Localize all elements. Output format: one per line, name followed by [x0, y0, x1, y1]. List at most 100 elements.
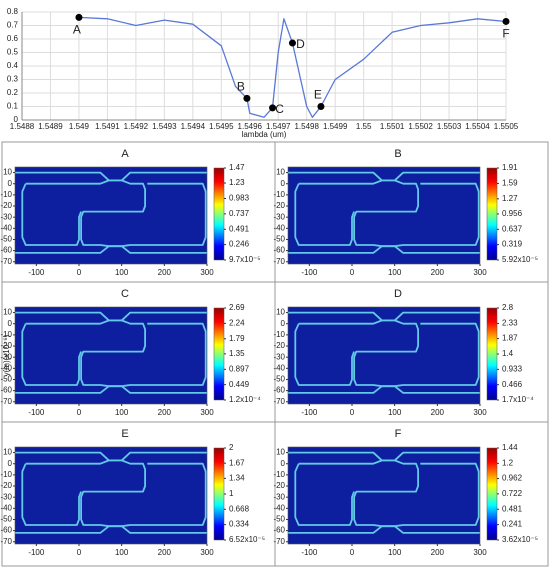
- colorbar: [486, 167, 498, 261]
- y-tick-label: 0: [14, 115, 19, 124]
- point-label: F: [502, 27, 509, 41]
- colorbar-label: 1: [229, 489, 234, 498]
- y-tick-label: -60: [273, 526, 285, 535]
- waveguide: [298, 459, 480, 528]
- colorbar-label: 0.481: [502, 504, 523, 513]
- panel-title: B: [394, 148, 401, 160]
- x-tick-label: 1.5499: [323, 122, 348, 131]
- colorbar-label: 1.2x10⁻⁴: [229, 395, 261, 404]
- y-tick-label: -60: [273, 246, 285, 255]
- x-tick-label: 1.5494: [181, 122, 206, 131]
- x-tick-label: -100: [301, 408, 318, 417]
- y-tick-label: 0.1: [7, 102, 19, 111]
- x-tick-label: 300: [200, 268, 214, 277]
- x-tick-label: 100: [115, 548, 129, 557]
- colorbar-label: 1.34: [229, 473, 245, 482]
- colorbar-label: 0.933: [502, 364, 523, 373]
- y-tick-label: -60: [273, 386, 285, 395]
- y-tick-label: 10: [3, 168, 12, 177]
- spectrum-line: [78, 16, 507, 118]
- waveguide: [294, 323, 355, 386]
- colorbar-label: 0.466: [502, 380, 523, 389]
- y-tick-label: -40: [0, 503, 12, 512]
- y-tick-label: -10: [273, 190, 285, 199]
- x-tick-label: 0: [77, 408, 82, 417]
- y-tick-label: -30: [0, 212, 12, 221]
- plot-frame: [14, 446, 208, 545]
- colorbar-label: 0.962: [502, 474, 523, 483]
- field-map: [15, 167, 207, 264]
- x-tick-label: 100: [115, 408, 129, 417]
- plot-frame: [14, 306, 208, 405]
- colorbar-label: 0.737: [229, 209, 250, 218]
- point-label: D: [296, 37, 305, 51]
- y-tick-label: -10: [0, 470, 12, 479]
- colorbar-label: 9.7x10⁻⁵: [229, 255, 261, 264]
- x-tick-label: -100: [28, 548, 45, 557]
- colorbar-label: 1.27: [502, 194, 518, 203]
- y-tick-label: 0.2: [7, 88, 19, 97]
- y-tick-label: -30: [0, 492, 12, 501]
- waveguide: [25, 179, 207, 248]
- colorbar-label: 3.62x10⁻⁵: [502, 535, 538, 544]
- y-tick-label: -50: [273, 235, 285, 244]
- point-marker: [317, 103, 325, 110]
- x-tick-label: 0: [77, 268, 82, 277]
- colorbar-label: 0.241: [502, 520, 523, 529]
- colorbar-label: 0.668: [229, 504, 250, 513]
- y-tick-label: -40: [0, 363, 12, 372]
- point-label: B: [237, 80, 245, 94]
- colorbar-label: 0.983: [229, 194, 250, 203]
- colorbar-label: 0.897: [229, 364, 250, 373]
- x-tick-label: 1.5502: [408, 122, 433, 131]
- waveguide: [21, 323, 82, 386]
- x-tick-label: 200: [158, 548, 172, 557]
- colorbar-label: 0.319: [502, 240, 523, 249]
- x-tick-label: 1.5504: [465, 122, 490, 131]
- x-tick-label: 1.5493: [152, 122, 177, 131]
- field-map: [288, 307, 480, 404]
- waveguide: [25, 459, 207, 528]
- colorbar-label: 0.491: [229, 224, 250, 233]
- point-label: E: [314, 88, 322, 102]
- colorbar-label: 2.69: [229, 303, 245, 312]
- colorbar-label: 0.334: [229, 520, 250, 529]
- colorbar-label: 0.722: [502, 489, 523, 498]
- colorbar-label: 1.2: [502, 458, 514, 467]
- x-tick-label: 1.5488: [10, 122, 35, 131]
- y-tick-label: 0.5: [7, 48, 19, 57]
- x-tick-label: 1.549: [69, 122, 90, 131]
- colorbar-label: 1.23: [229, 178, 245, 187]
- y-tick-label: 0.6: [7, 34, 19, 43]
- x-tick-label: -100: [301, 548, 318, 557]
- y-tick-label: -60: [0, 386, 12, 395]
- x-tick-label: 100: [388, 408, 402, 417]
- panel-title: F: [395, 428, 402, 440]
- y-tick-label: 0.3: [7, 75, 19, 84]
- x-tick-label: 200: [431, 268, 445, 277]
- y-tick-label: 10: [3, 308, 12, 317]
- point-marker: [243, 94, 251, 102]
- y-tick-label: 10: [276, 308, 285, 317]
- plot-frame: [14, 166, 208, 265]
- x-tick-label: 300: [473, 268, 487, 277]
- colorbar-label: 2.24: [229, 319, 245, 328]
- x-tick-label: 300: [200, 408, 214, 417]
- x-tick-label: 300: [473, 548, 487, 557]
- x-tick-label: 1.5489: [38, 122, 63, 131]
- y-tick-label: -40: [0, 223, 12, 232]
- x-tick-label: 300: [200, 548, 214, 557]
- y-tick-label: -10: [0, 330, 12, 339]
- point-marker: [502, 17, 510, 25]
- y-tick-label: -70: [0, 537, 12, 546]
- y-tick-label: 0: [281, 459, 286, 468]
- y-tick-label: -70: [273, 397, 285, 406]
- x-tick-label: 200: [158, 408, 172, 417]
- colorbar-label: 1.4: [502, 349, 514, 358]
- colorbar-label: 0.246: [229, 240, 250, 249]
- point-marker: [288, 39, 296, 47]
- colorbar: [213, 307, 225, 401]
- colorbar: [213, 167, 225, 261]
- x-tick-label: 100: [115, 268, 129, 277]
- y-tick-label: -30: [273, 212, 285, 221]
